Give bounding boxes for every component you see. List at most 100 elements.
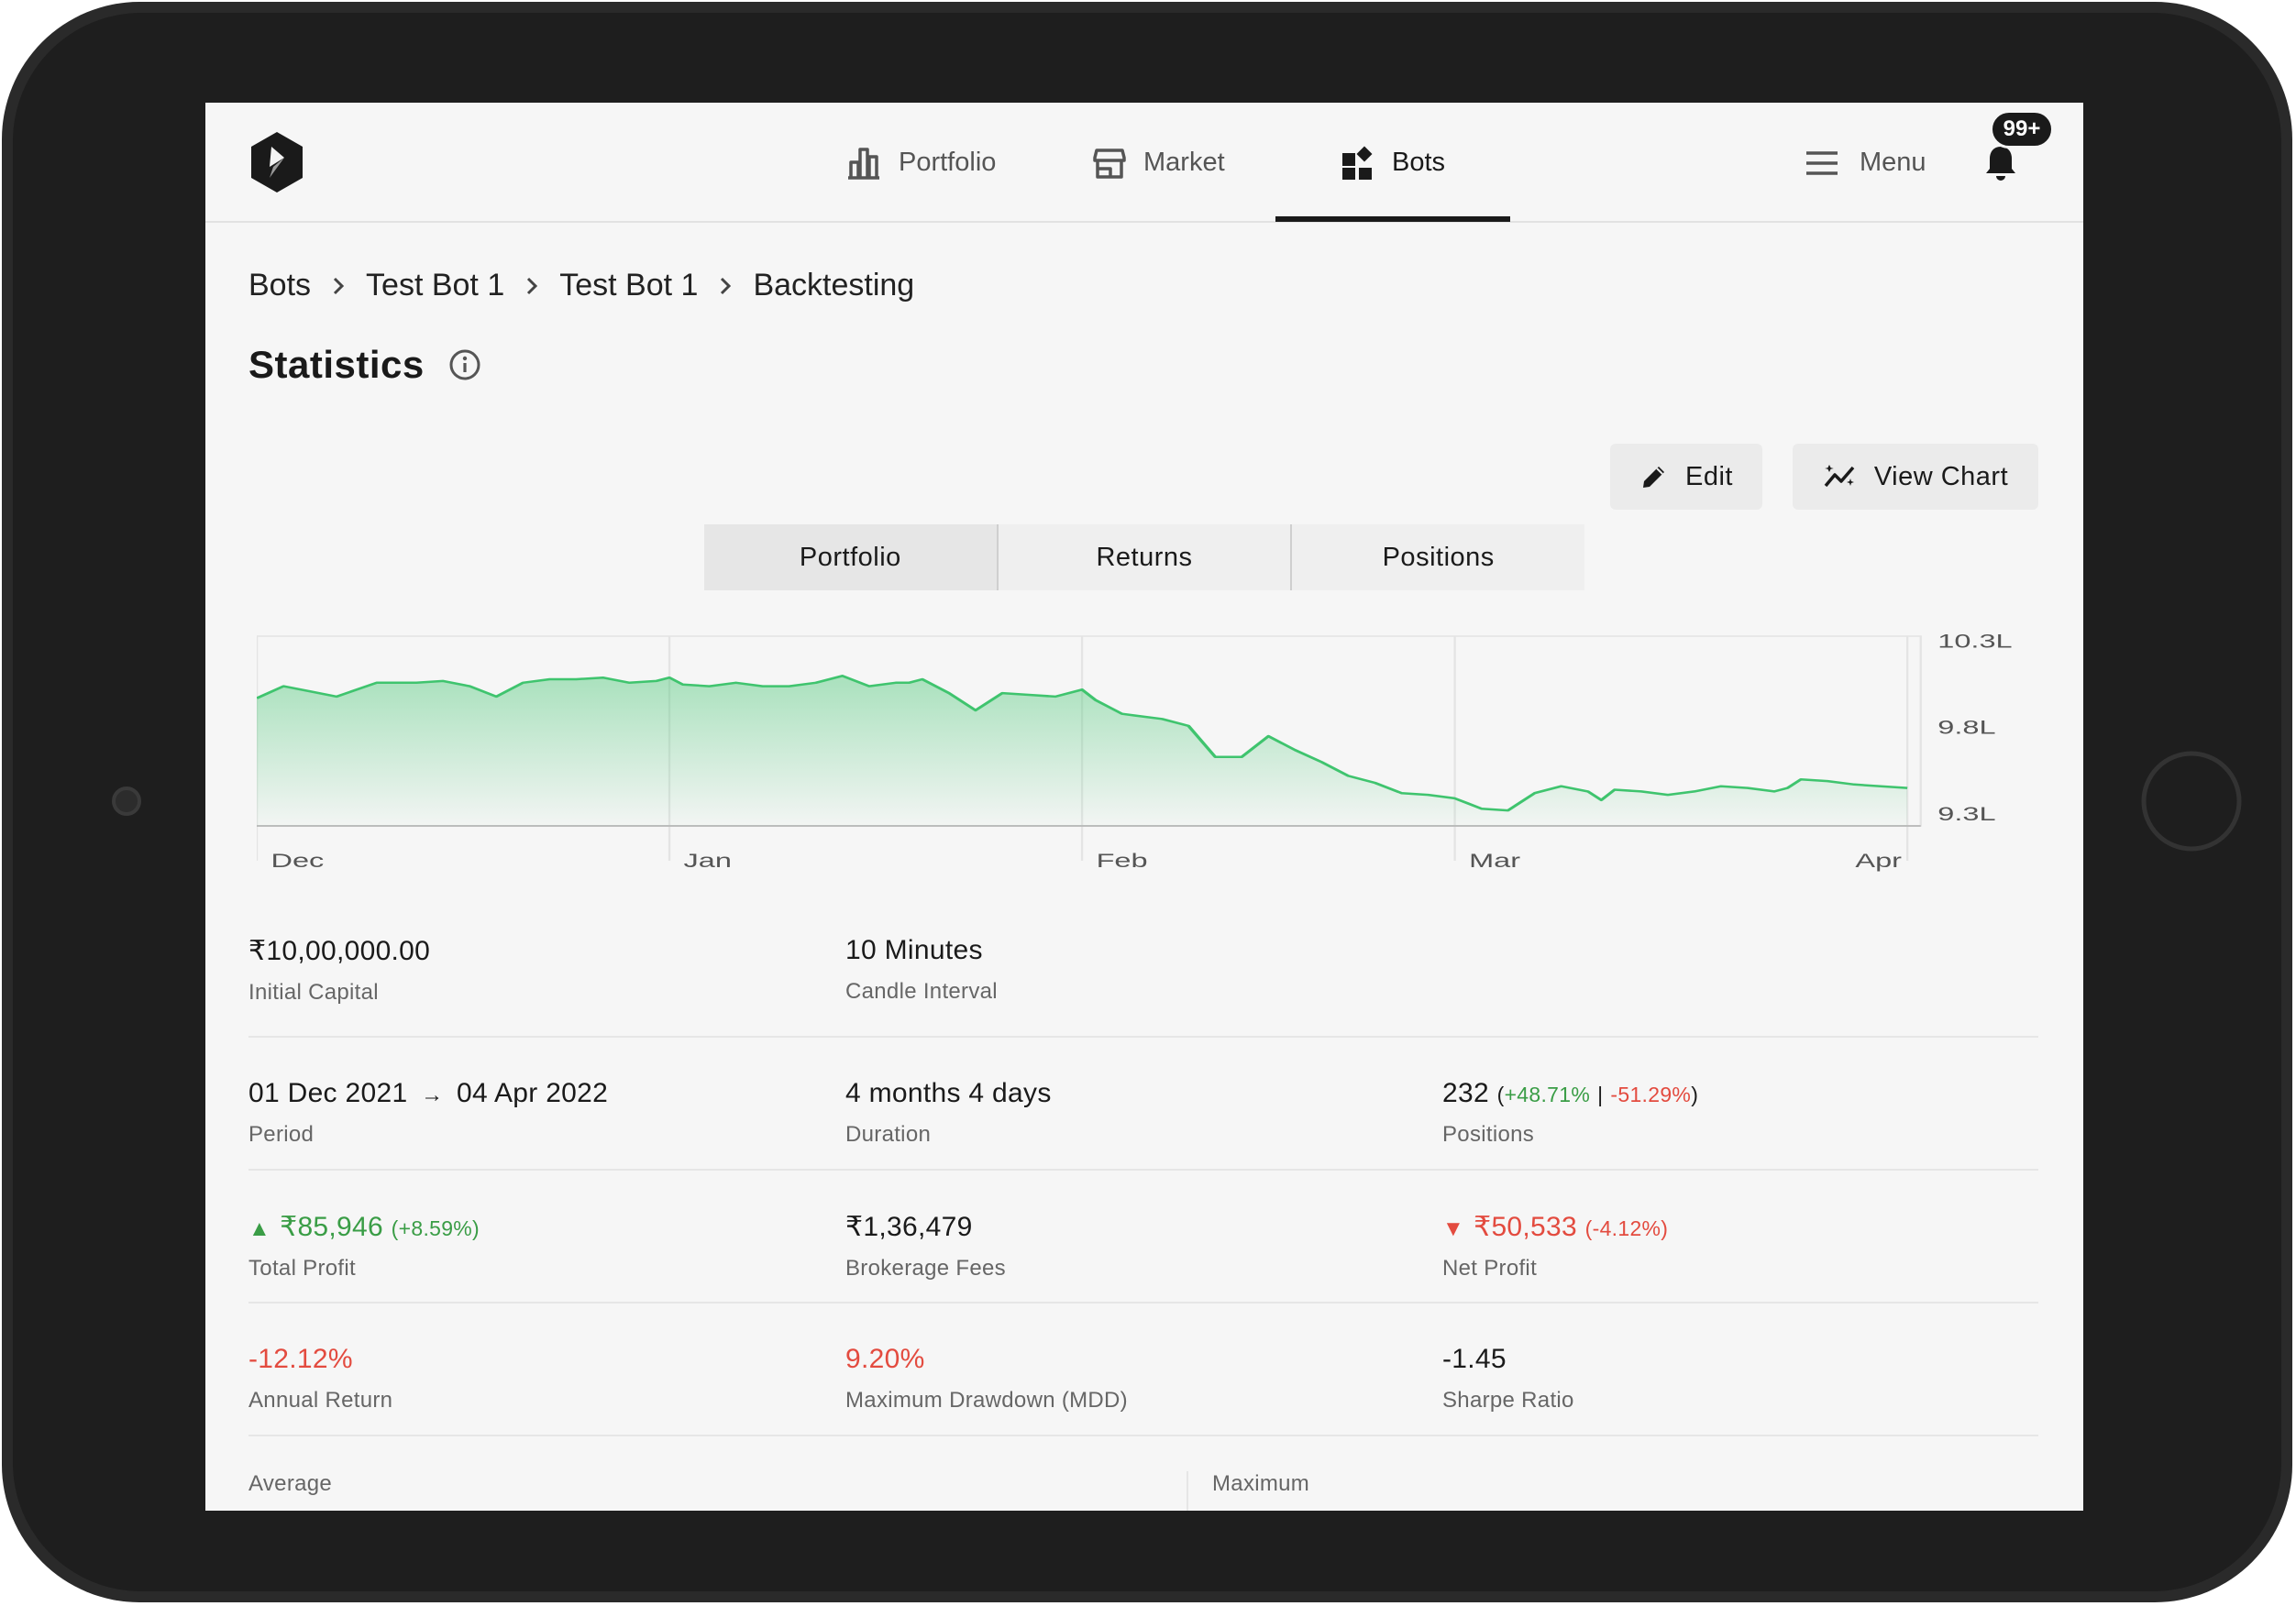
- tab-positions[interactable]: Positions: [1382, 542, 1495, 572]
- info-icon[interactable]: [448, 348, 481, 381]
- maximum-label: Maximum: [1212, 1471, 1310, 1496]
- x-tick-label: Apr: [1855, 850, 1902, 872]
- tab-portfolio[interactable]: Portfolio: [704, 524, 999, 590]
- breadcrumb: Bots Test Bot 1 Test Bot 1 Backtesting: [248, 268, 914, 303]
- y-tick-label: 10.3L: [1937, 630, 2012, 652]
- net-profit-label: Net Profit: [1442, 1256, 1538, 1281]
- stat-sharpe-ratio: -1.45 Sharpe Ratio: [1442, 1344, 1574, 1414]
- sharpe-ratio-label: Sharpe Ratio: [1442, 1388, 1574, 1413]
- breadcrumb-test-bot-version[interactable]: Test Bot 1: [559, 268, 699, 302]
- app-screen: Portfolio Market Bots: [205, 103, 2083, 1511]
- positions-value: 232 (+48.71% | -51.29%): [1442, 1078, 1698, 1109]
- net-profit-value: ▼ ₹50,533 (-4.12%): [1442, 1211, 1668, 1243]
- nav-market-label: Market: [1143, 148, 1225, 177]
- duration-value: 4 months 4 days: [845, 1078, 1052, 1108]
- stats-row-period: 01 Dec 2021 → 04 Apr 2022 Period 4 month…: [248, 1038, 2038, 1171]
- edit-button-label: Edit: [1685, 461, 1733, 491]
- menu-button[interactable]: Menu: [1805, 103, 1926, 223]
- edit-button[interactable]: Edit: [1610, 444, 1762, 510]
- widgets-icon: [1342, 146, 1373, 180]
- triangle-down-icon: ▼: [1442, 1216, 1465, 1241]
- period-label: Period: [248, 1122, 315, 1147]
- triangle-up-icon: ▲: [248, 1216, 271, 1241]
- top-navigation-bar: Portfolio Market Bots: [205, 103, 2083, 223]
- total-profit-value: ▲ ₹85,946 (+8.59%): [248, 1211, 480, 1243]
- breadcrumb-bots[interactable]: Bots: [248, 268, 312, 302]
- x-tick-label: Jan: [684, 850, 732, 872]
- duration-label: Duration: [845, 1122, 932, 1147]
- stat-brokerage-fees: ₹1,36,479 Brokerage Fees: [845, 1211, 1006, 1282]
- brokerage-fees-label: Brokerage Fees: [845, 1256, 1006, 1281]
- x-tick-label: Feb: [1097, 850, 1148, 872]
- y-tick-label: 9.3L: [1937, 803, 1995, 825]
- bar-chart-icon: [848, 147, 879, 180]
- nav-bots-label: Bots: [1392, 148, 1446, 177]
- net-profit-pct: (-4.12%): [1584, 1216, 1669, 1240]
- breadcrumb-test-bot[interactable]: Test Bot 1: [366, 268, 505, 302]
- nav-portfolio[interactable]: Portfolio: [845, 103, 996, 223]
- candle-interval-value: 10 Minutes: [845, 935, 983, 965]
- max-drawdown-label: Maximum Drawdown (MDD): [845, 1388, 1128, 1413]
- page-title: Statistics: [248, 343, 425, 386]
- view-chart-button-label: View Chart: [1873, 461, 2009, 491]
- stat-max-drawdown: 9.20% Maximum Drawdown (MDD): [845, 1344, 1128, 1414]
- annual-return-value: -12.12%: [248, 1344, 353, 1374]
- chart-series-line: [257, 675, 1908, 812]
- stat-initial-capital: ₹10,00,000.00 Initial Capital: [248, 935, 430, 1006]
- positions-breakdown: (+48.71% | -51.29%): [1496, 1083, 1699, 1106]
- tab-returns[interactable]: Returns: [999, 524, 1293, 590]
- net-profit-amount: ₹50,533: [1474, 1212, 1578, 1242]
- app-logo-icon[interactable]: [248, 130, 306, 194]
- chart-axis-ticks: Dec Jan Feb Mar Apr 10.3L 9.8L 9.3L: [270, 630, 2012, 871]
- positions-win-pct: +48.71%: [1504, 1083, 1591, 1106]
- menu-label: Menu: [1860, 148, 1926, 177]
- total-profit-pct: (+8.59%): [391, 1216, 480, 1240]
- aggregates-divider: [1187, 1471, 1188, 1511]
- stat-duration: 4 months 4 days Duration: [845, 1078, 1052, 1148]
- bell-icon[interactable]: [1984, 143, 2017, 183]
- arrow-right-icon: →: [421, 1083, 444, 1107]
- total-profit-label: Total Profit: [248, 1256, 356, 1281]
- stat-candle-interval: 10 Minutes Candle Interval: [845, 935, 998, 1005]
- title-row: Statistics: [248, 343, 481, 387]
- stats-row-aggregates: Average Maximum: [248, 1436, 2038, 1511]
- active-tab-indicator: [1275, 216, 1510, 222]
- stat-positions: 232 (+48.71% | -51.29%) Positions: [1442, 1078, 1698, 1148]
- y-tick-label: 9.8L: [1937, 717, 1995, 739]
- view-chart-button[interactable]: View Chart: [1793, 444, 2038, 510]
- nav-market[interactable]: Market: [1092, 103, 1225, 223]
- nav-bots[interactable]: Bots: [1341, 103, 1445, 223]
- brokerage-fees-value: ₹1,36,479: [845, 1212, 973, 1242]
- portfolio-value-chart[interactable]: Dec Jan Feb Mar Apr 10.3L 9.8L 9.3L: [257, 625, 2017, 882]
- stat-annual-return: -12.12% Annual Return: [248, 1344, 392, 1414]
- statistics-grid: ₹10,00,000.00 Initial Capital 10 Minutes…: [248, 924, 2038, 1511]
- period-end: 04 Apr 2022: [457, 1078, 609, 1108]
- pencil-icon: [1643, 467, 1664, 488]
- stat-net-profit: ▼ ₹50,533 (-4.12%) Net Profit: [1442, 1211, 1668, 1282]
- positions-count: 232: [1442, 1078, 1489, 1108]
- stats-row-capital: ₹10,00,000.00 Initial Capital 10 Minutes…: [248, 924, 2038, 1038]
- stats-row-returns: -12.12% Annual Return 9.20% Maximum Draw…: [248, 1304, 2038, 1436]
- stats-row-profit: ▲ ₹85,946 (+8.59%) Total Profit ₹1,36,479…: [248, 1171, 2038, 1304]
- max-drawdown-value: 9.20%: [845, 1344, 925, 1374]
- period-start: 01 Dec 2021: [248, 1078, 408, 1108]
- candle-interval-label: Candle Interval: [845, 979, 998, 1004]
- stat-total-profit: ▲ ₹85,946 (+8.59%) Total Profit: [248, 1211, 480, 1282]
- stat-period: 01 Dec 2021 → 04 Apr 2022 Period: [248, 1078, 608, 1148]
- annual-return-label: Annual Return: [248, 1388, 393, 1413]
- average-label: Average: [248, 1471, 333, 1496]
- sharpe-ratio-value: -1.45: [1442, 1344, 1507, 1374]
- store-icon: [1093, 148, 1126, 179]
- breadcrumb-backtesting: Backtesting: [753, 268, 915, 302]
- notification-badge: 99+: [1990, 110, 2054, 148]
- chevron-right-icon: [504, 276, 559, 296]
- hamburger-icon: [1806, 150, 1838, 175]
- auto-graph-icon: [1824, 465, 1855, 488]
- initial-capital-label: Initial Capital: [248, 980, 379, 1005]
- stats-tabs: Portfolio Returns Positions: [704, 524, 1584, 590]
- initial-capital-value: ₹10,00,000.00: [248, 936, 431, 966]
- chevron-right-icon: [698, 276, 753, 296]
- chevron-right-icon: [311, 276, 366, 296]
- positions-loss-pct: -51.29%: [1610, 1083, 1692, 1106]
- period-value: 01 Dec 2021 → 04 Apr 2022: [248, 1078, 608, 1109]
